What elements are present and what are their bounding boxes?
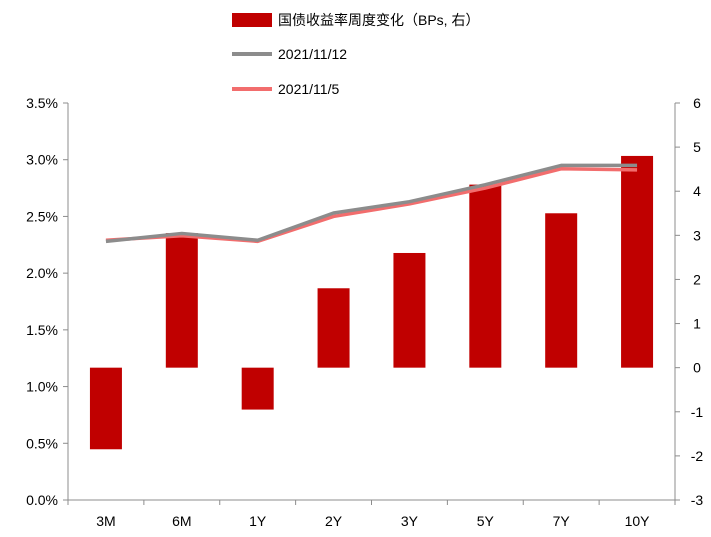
- x-tick-label: 5Y: [477, 513, 495, 529]
- left-tick-label: 3.0%: [26, 152, 58, 168]
- x-tick-label: 1Y: [249, 513, 267, 529]
- legend-label: 2021/11/5: [278, 81, 339, 97]
- bar: [393, 252, 426, 368]
- left-tick-label: 1.5%: [26, 322, 58, 338]
- bar: [317, 288, 350, 368]
- bar-series: [89, 155, 654, 450]
- x-tick-label: 3Y: [401, 513, 419, 529]
- legend-label: 国债收益率周度变化（BPs, 右）: [278, 12, 479, 28]
- right-tick-label: 5: [693, 139, 701, 155]
- series-line: [105, 167, 638, 244]
- right-tick-label: 0: [693, 360, 701, 376]
- right-tick-label: 1: [693, 316, 701, 332]
- right-tick-label: -1: [691, 404, 704, 420]
- right-tick-label: 6: [693, 95, 701, 111]
- left-tick-label: 2.5%: [26, 208, 58, 224]
- legend-swatch: [232, 13, 272, 27]
- bar: [165, 233, 198, 368]
- bar: [469, 184, 502, 368]
- x-tick-label: 7Y: [553, 513, 571, 529]
- x-tick-label: 6M: [172, 513, 191, 529]
- x-tick-label: 3M: [96, 513, 115, 529]
- series-line: [105, 163, 638, 244]
- left-tick-label: 2.0%: [26, 265, 58, 281]
- right-tick-label: -2: [691, 448, 704, 464]
- left-tick-label: 3.5%: [26, 95, 58, 111]
- x-tick-label: 10Y: [625, 513, 651, 529]
- legend: 国债收益率周度变化（BPs, 右） 2021/11/12 2021/11/5: [232, 12, 479, 97]
- axes: 0.0% 0.5% 1.0% 1.5% 2.0% 2.5% 3.0% 3.5% -3 -2 -1 0 1…: [26, 95, 703, 529]
- bar: [621, 155, 654, 368]
- line-series: [105, 163, 638, 244]
- bar: [545, 213, 578, 368]
- bar: [241, 367, 274, 410]
- right-tick-label: -3: [691, 492, 704, 508]
- right-tick-label: 2: [693, 271, 701, 287]
- bar: [89, 367, 122, 450]
- left-tick-label: 0.0%: [26, 492, 58, 508]
- right-tick-label: 3: [693, 227, 701, 243]
- left-tick-label: 0.5%: [26, 435, 58, 451]
- legend-label: 2021/11/12: [278, 46, 347, 62]
- x-tick-label: 2Y: [325, 513, 343, 529]
- right-tick-label: 4: [693, 183, 701, 199]
- left-tick-label: 1.0%: [26, 379, 58, 395]
